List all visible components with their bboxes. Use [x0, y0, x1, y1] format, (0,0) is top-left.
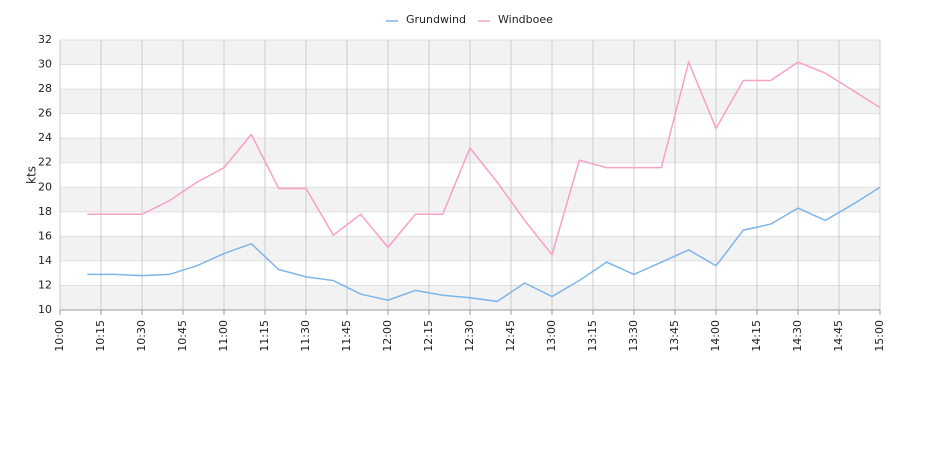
y-tick-label: 10 — [38, 303, 52, 316]
x-tick-label: 10:00 — [53, 320, 66, 352]
x-tick-label: 11:15 — [258, 320, 271, 352]
y-axis-label: kts — [25, 166, 39, 184]
y-tick-label: 22 — [38, 156, 52, 169]
x-tick-label: 14:30 — [791, 320, 804, 352]
x-tick-label: 13:45 — [668, 320, 681, 352]
x-tick-label: 14:45 — [832, 320, 845, 352]
x-tick-label: 13:15 — [586, 320, 599, 352]
x-tick-label: 12:45 — [504, 320, 517, 352]
y-tick-label: 20 — [38, 180, 52, 193]
y-tick-label: 18 — [38, 205, 52, 218]
series-line — [87, 186, 881, 303]
y-tick-label: 30 — [38, 58, 52, 71]
legend-label: Windboee — [498, 13, 553, 26]
series-line — [87, 59, 881, 257]
x-tick-label: 11:45 — [340, 320, 353, 352]
y-tick-label: 16 — [38, 229, 52, 242]
x-tick-label: 12:15 — [422, 320, 435, 352]
x-tick-label: 12:00 — [381, 320, 394, 352]
x-tick-label: 14:15 — [750, 320, 763, 352]
y-tick-label: 12 — [38, 278, 52, 291]
x-tick-label: 13:30 — [627, 320, 640, 352]
x-tick-label: 10:15 — [94, 320, 107, 352]
x-tick-label: 15:00 — [873, 320, 886, 352]
y-tick-label: 32 — [38, 33, 52, 46]
x-tick-label: 10:30 — [135, 320, 148, 352]
x-tick-label: 14:00 — [709, 320, 722, 352]
x-tick-label: 11:00 — [217, 320, 230, 352]
x-tick-label: 12:30 — [463, 320, 476, 352]
y-tick-label: 28 — [38, 82, 52, 95]
legend-label: Grundwind — [406, 13, 466, 26]
y-tick-label: 14 — [38, 254, 52, 267]
y-tick-label: 24 — [38, 131, 52, 144]
x-tick-label: 11:30 — [299, 320, 312, 352]
x-tick-label: 10:45 — [176, 320, 189, 352]
x-tick-label: 13:00 — [545, 320, 558, 352]
y-tick-label: 26 — [38, 107, 52, 120]
